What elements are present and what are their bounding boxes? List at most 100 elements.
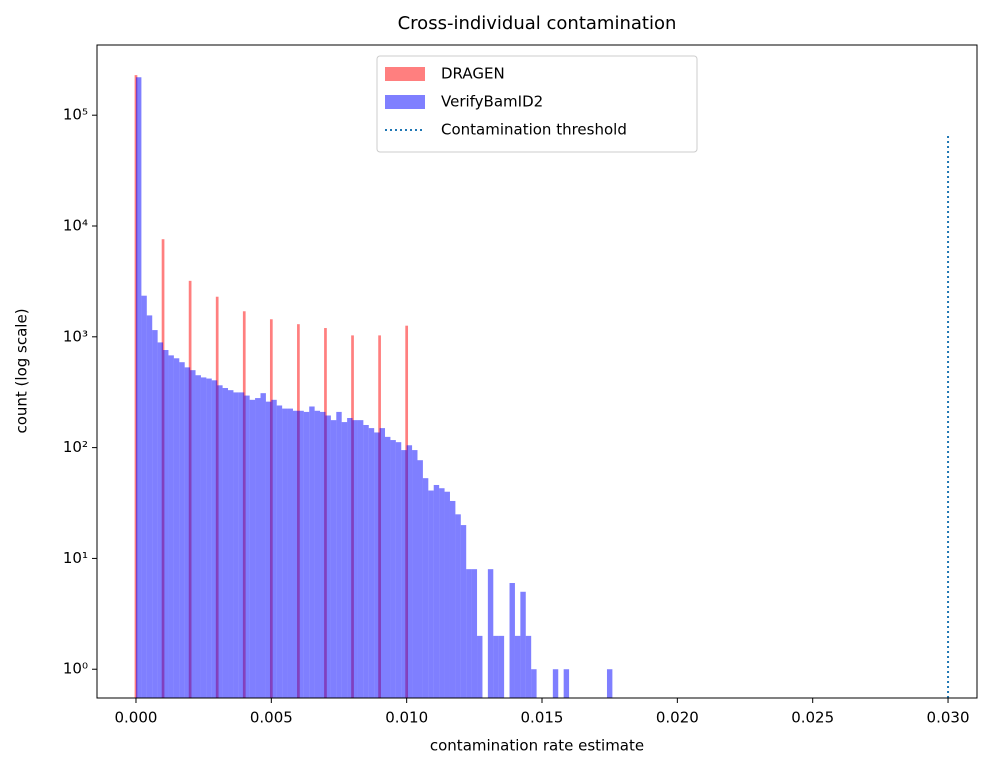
histogram-bar bbox=[428, 490, 434, 698]
histogram-bar bbox=[417, 460, 423, 698]
histogram-bar bbox=[298, 410, 304, 698]
histogram-bar bbox=[477, 635, 483, 698]
histogram-bar bbox=[325, 415, 331, 698]
histogram-bar bbox=[249, 399, 256, 698]
x-tick-label: 0.000 bbox=[115, 709, 158, 727]
histogram-bar bbox=[514, 635, 521, 698]
histogram-bar bbox=[287, 408, 293, 698]
histogram-bar bbox=[444, 491, 450, 698]
x-tick-label: 0.015 bbox=[521, 709, 564, 727]
histogram-bar bbox=[217, 385, 223, 698]
histogram-bar bbox=[455, 514, 461, 698]
legend-box bbox=[376, 55, 698, 153]
histogram-bar bbox=[379, 428, 386, 698]
histogram-bar bbox=[271, 399, 277, 698]
histogram-bar bbox=[282, 408, 288, 698]
histogram-bar bbox=[238, 392, 245, 698]
y-tick-label: 10⁴ bbox=[63, 217, 88, 235]
histogram-bar bbox=[422, 478, 429, 698]
histogram-bar bbox=[222, 388, 229, 698]
histogram-bar bbox=[368, 428, 375, 698]
histogram-bar bbox=[168, 355, 174, 698]
histogram-bar bbox=[228, 390, 234, 698]
series-group bbox=[135, 77, 613, 698]
histogram-bar bbox=[395, 442, 402, 698]
y-tick-label: 10³ bbox=[63, 327, 88, 345]
histogram-bar bbox=[190, 370, 196, 698]
histogram-bar bbox=[303, 411, 310, 698]
histogram-bar bbox=[525, 635, 532, 698]
y-tick-label: 10⁰ bbox=[63, 660, 88, 678]
histogram-bar bbox=[385, 436, 391, 698]
legend-swatch bbox=[385, 95, 425, 109]
chart-title: Cross-individual contamination bbox=[398, 13, 677, 34]
histogram-bar bbox=[179, 362, 185, 698]
x-axis-label: contamination rate estimate bbox=[430, 737, 644, 755]
legend-label: DRAGEN bbox=[441, 65, 505, 83]
histogram-bar bbox=[336, 411, 342, 698]
histogram-bar bbox=[406, 445, 413, 698]
histogram-bar bbox=[244, 395, 250, 698]
histogram-bar bbox=[449, 500, 456, 698]
x-tick-label: 0.010 bbox=[385, 709, 428, 727]
x-tick-label: 0.005 bbox=[250, 709, 293, 727]
histogram-bar bbox=[401, 450, 407, 698]
histogram-bar bbox=[606, 669, 613, 698]
histogram-bar bbox=[146, 315, 153, 698]
histogram-bar bbox=[320, 411, 326, 698]
histogram-bar bbox=[260, 393, 266, 698]
histogram-bar bbox=[433, 484, 440, 698]
histogram-bar bbox=[184, 367, 191, 698]
histogram-bar bbox=[200, 377, 207, 698]
histogram-bar bbox=[152, 330, 158, 698]
histogram-bar bbox=[466, 569, 472, 698]
y-tick-label: 10² bbox=[63, 438, 88, 456]
plot-frame bbox=[96, 44, 978, 699]
histogram-bar bbox=[276, 405, 283, 698]
histogram-bar bbox=[487, 569, 494, 698]
x-tick-label: 0.025 bbox=[791, 709, 834, 727]
histogram-bar bbox=[195, 375, 201, 698]
histogram-bar bbox=[206, 378, 212, 698]
histogram-bar bbox=[509, 583, 515, 698]
x-tick-label: 0.020 bbox=[656, 709, 699, 727]
y-tick-label: 10⁵ bbox=[63, 106, 88, 124]
histogram-bar bbox=[439, 488, 445, 698]
y-tick-label: 10¹ bbox=[63, 549, 88, 567]
legend-swatch bbox=[385, 67, 425, 81]
legend-label: Contamination threshold bbox=[441, 121, 627, 139]
histogram-bar bbox=[563, 669, 570, 698]
histogram-bar bbox=[330, 420, 337, 698]
histogram-bar bbox=[363, 424, 369, 698]
histogram-bar bbox=[493, 635, 499, 698]
histogram-bar bbox=[352, 420, 358, 698]
histogram-bar bbox=[520, 591, 526, 698]
histogram-bar bbox=[498, 635, 505, 698]
x-tick-label: 0.030 bbox=[927, 709, 970, 727]
histogram-bar bbox=[552, 669, 559, 698]
histogram-bar bbox=[460, 525, 467, 698]
y-axis-label: count (log scale) bbox=[13, 308, 31, 433]
histogram-bar bbox=[211, 380, 218, 698]
histogram-bar bbox=[173, 358, 180, 698]
histogram-bar bbox=[135, 77, 142, 698]
histogram-bar bbox=[265, 401, 272, 698]
histogram-bar bbox=[309, 406, 315, 698]
histogram-bar bbox=[347, 418, 353, 698]
histogram-bar bbox=[255, 398, 261, 698]
histogram-bar bbox=[412, 450, 418, 698]
histogram-bar bbox=[471, 569, 478, 698]
histogram-bar bbox=[314, 410, 321, 698]
histogram-bar bbox=[233, 392, 239, 698]
histogram-bar bbox=[163, 350, 169, 698]
histogram-bar bbox=[141, 295, 147, 698]
histogram-bar bbox=[374, 432, 380, 698]
histogram-bar bbox=[292, 410, 299, 698]
histogram-bar bbox=[390, 440, 396, 698]
histogram-bar bbox=[341, 422, 348, 698]
histogram-bar bbox=[357, 420, 364, 698]
legend: DRAGEN VerifyBamID2 Contamination threshol… bbox=[376, 55, 698, 153]
legend-label: VerifyBamID2 bbox=[441, 93, 543, 111]
histogram-bar bbox=[531, 669, 537, 698]
